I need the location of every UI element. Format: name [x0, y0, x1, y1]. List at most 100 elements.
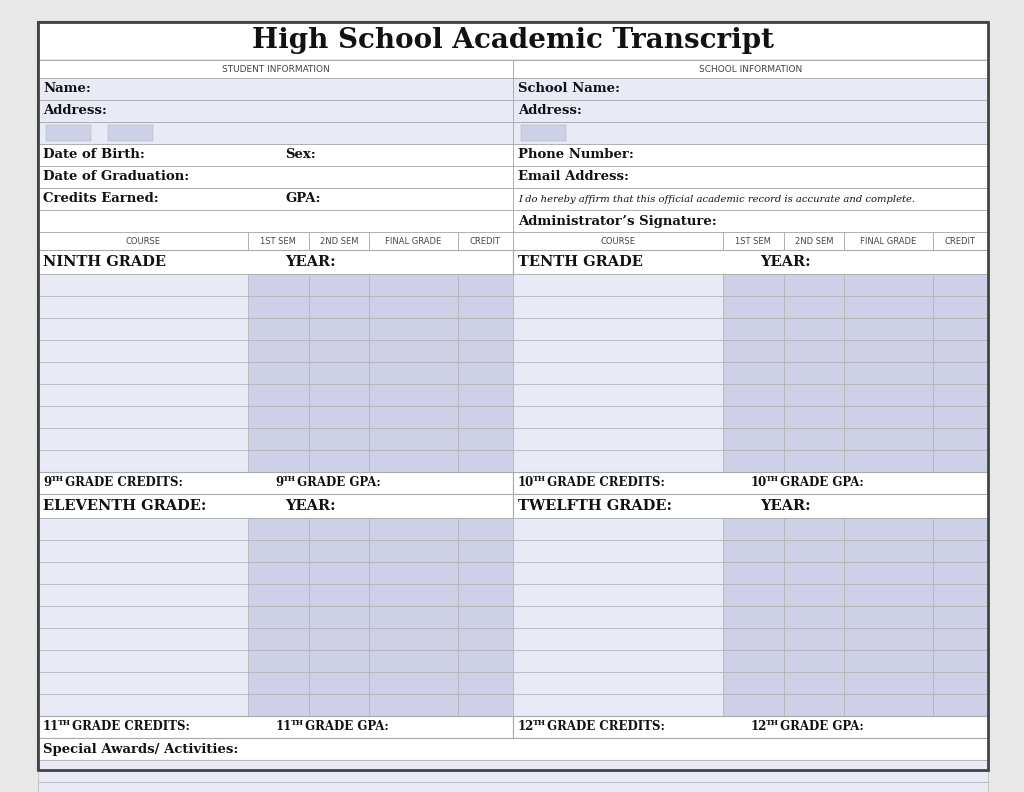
Text: 12: 12	[751, 721, 767, 733]
Bar	[38, 78, 513, 100]
Bar	[783, 406, 845, 428]
Bar	[458, 232, 513, 250]
Bar	[308, 518, 370, 540]
Text: YEAR:: YEAR:	[760, 499, 811, 513]
Text: 11: 11	[275, 721, 292, 733]
Bar	[723, 628, 783, 650]
Text: Credits Earned:: Credits Earned:	[43, 192, 159, 205]
Bar	[933, 340, 988, 362]
Bar	[783, 362, 845, 384]
Bar	[370, 694, 458, 716]
Bar	[248, 562, 308, 584]
Bar	[513, 650, 723, 672]
Bar	[248, 540, 308, 562]
Bar	[38, 60, 513, 78]
Bar	[513, 210, 988, 232]
Bar	[783, 340, 845, 362]
Bar	[370, 540, 458, 562]
Text: 9: 9	[43, 477, 51, 489]
Bar	[308, 672, 370, 694]
Bar	[933, 362, 988, 384]
Bar	[513, 274, 723, 296]
Bar	[458, 340, 513, 362]
Bar	[308, 584, 370, 606]
Text: TH: TH	[534, 475, 547, 483]
Bar	[38, 274, 248, 296]
Bar	[845, 606, 933, 628]
Bar	[513, 540, 723, 562]
Text: 9: 9	[275, 477, 284, 489]
Bar	[723, 450, 783, 472]
Bar	[370, 384, 458, 406]
Bar	[723, 296, 783, 318]
Bar	[308, 428, 370, 450]
Bar	[38, 672, 248, 694]
Text: Special Awards/ Activities:: Special Awards/ Activities:	[43, 743, 239, 756]
Bar	[38, 250, 513, 274]
Text: GRADE GPA:: GRADE GPA:	[301, 721, 388, 733]
Bar	[370, 672, 458, 694]
Text: YEAR:: YEAR:	[760, 255, 811, 269]
Bar	[845, 584, 933, 606]
Bar	[370, 606, 458, 628]
Bar	[458, 274, 513, 296]
Bar	[308, 274, 370, 296]
Bar	[845, 450, 933, 472]
Bar	[845, 540, 933, 562]
Bar	[723, 384, 783, 406]
Bar	[783, 518, 845, 540]
Bar	[783, 694, 845, 716]
Text: TWELFTH GRADE:: TWELFTH GRADE:	[518, 499, 672, 513]
Text: 10: 10	[518, 477, 535, 489]
Bar	[933, 606, 988, 628]
Bar	[933, 406, 988, 428]
Bar	[783, 428, 845, 450]
Bar	[458, 562, 513, 584]
Bar	[308, 628, 370, 650]
Bar	[513, 628, 723, 650]
Bar	[38, 472, 513, 494]
Text: ELEVENTH GRADE:: ELEVENTH GRADE:	[43, 499, 207, 513]
Bar	[513, 606, 723, 628]
Bar	[845, 518, 933, 540]
Bar	[38, 782, 988, 792]
Bar	[783, 628, 845, 650]
Bar	[308, 296, 370, 318]
Bar	[933, 584, 988, 606]
Bar	[513, 144, 988, 166]
Bar	[38, 100, 513, 122]
Text: 2ND SEM: 2ND SEM	[795, 237, 834, 246]
Bar	[38, 606, 248, 628]
Bar	[308, 650, 370, 672]
Bar	[783, 650, 845, 672]
Bar	[38, 384, 248, 406]
Bar	[783, 450, 845, 472]
Bar	[308, 540, 370, 562]
Text: YEAR:: YEAR:	[285, 499, 336, 513]
Bar	[370, 340, 458, 362]
Bar	[248, 384, 308, 406]
Bar	[458, 362, 513, 384]
Bar	[783, 584, 845, 606]
Text: TH: TH	[58, 719, 72, 727]
Bar	[845, 340, 933, 362]
Bar	[521, 125, 566, 141]
Bar	[38, 694, 248, 716]
Bar	[783, 318, 845, 340]
Bar	[845, 672, 933, 694]
Text: STUDENT INFORMATION: STUDENT INFORMATION	[221, 64, 330, 74]
Bar	[458, 384, 513, 406]
Bar	[783, 606, 845, 628]
Bar	[248, 428, 308, 450]
Bar	[933, 628, 988, 650]
Bar	[845, 384, 933, 406]
Bar	[458, 428, 513, 450]
Bar	[370, 362, 458, 384]
Bar	[513, 122, 988, 144]
Bar	[38, 738, 988, 760]
Bar	[370, 296, 458, 318]
Text: 12: 12	[518, 721, 535, 733]
Bar	[513, 450, 723, 472]
Bar	[513, 494, 988, 518]
Bar	[458, 540, 513, 562]
